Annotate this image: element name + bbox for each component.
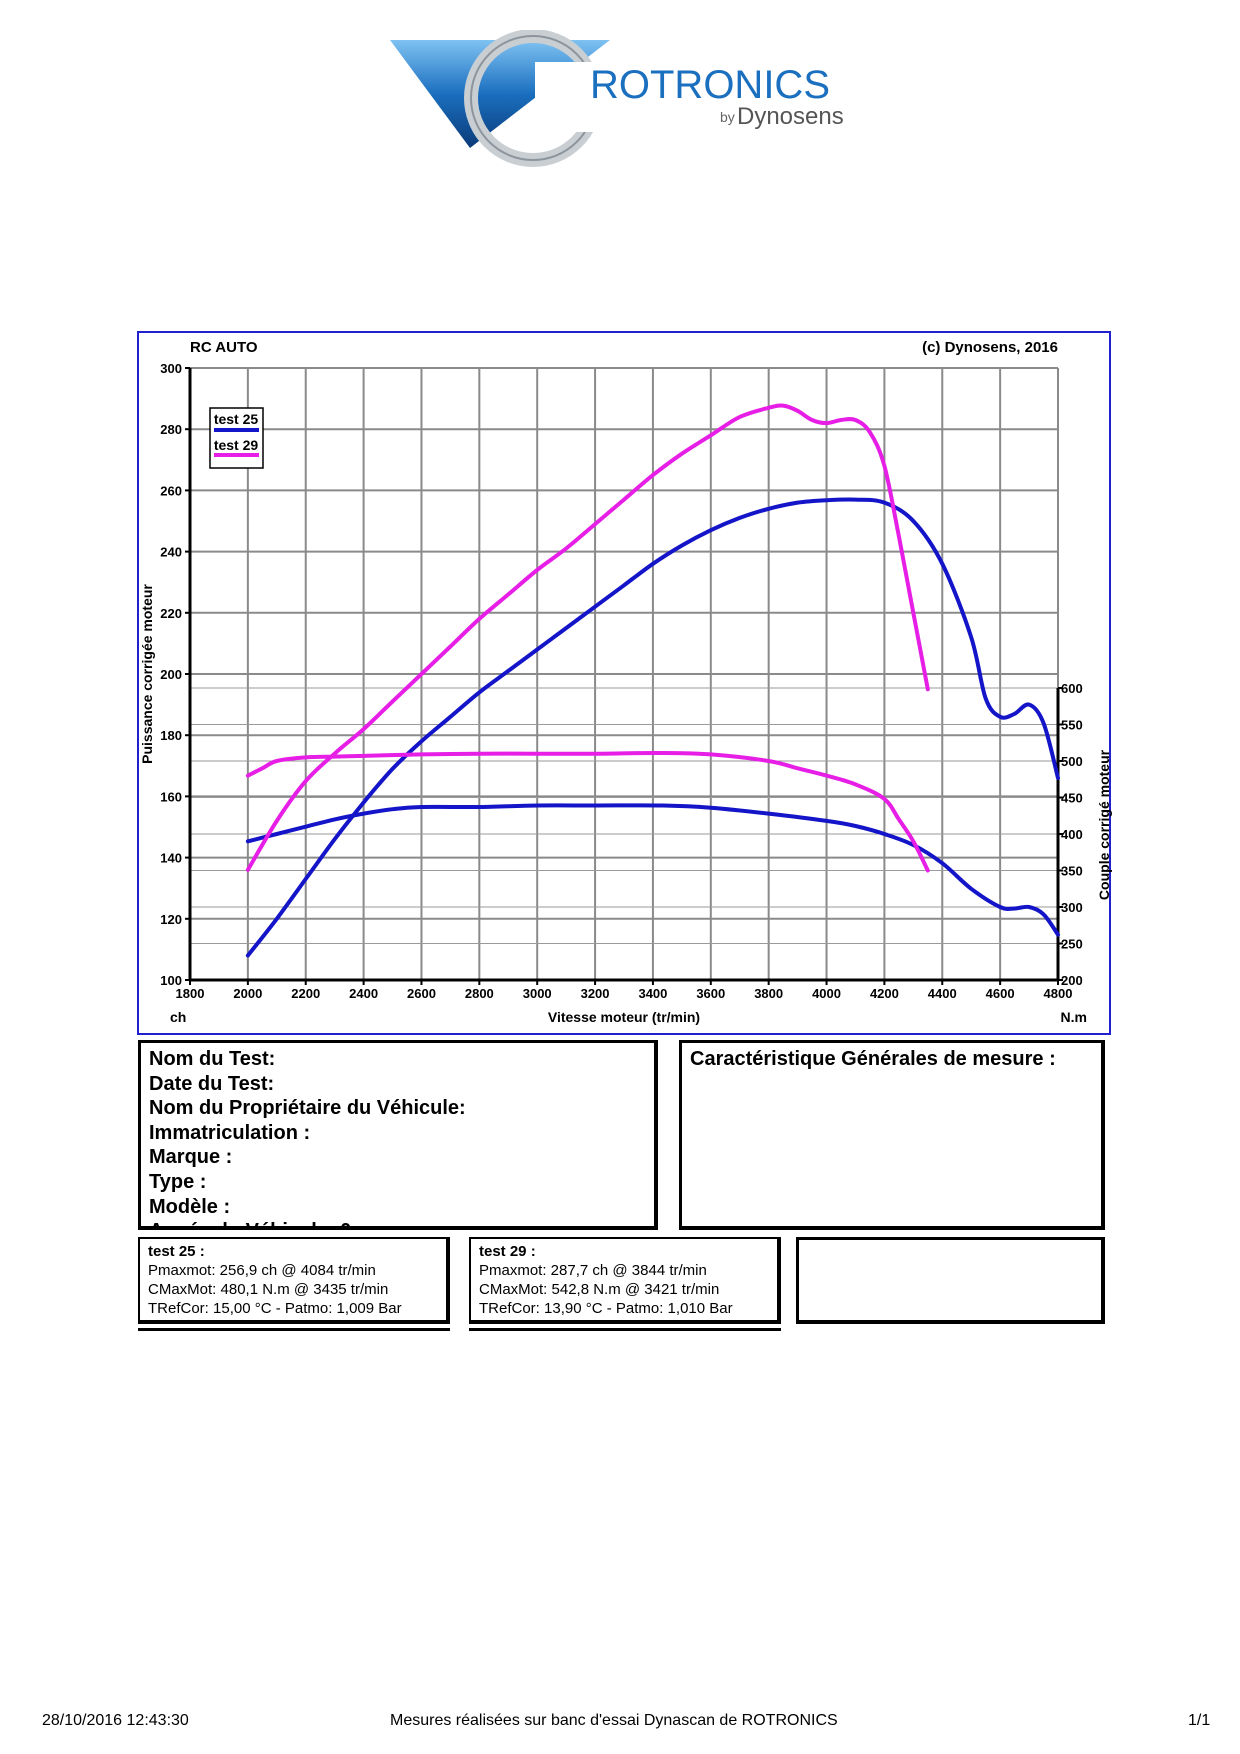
info-type: Type : — [149, 1170, 207, 1193]
y-left-tick-label-200: 200 — [160, 667, 182, 682]
summary-test29-underline — [469, 1328, 781, 1331]
x-tick-label-3600: 3600 — [696, 986, 725, 1001]
summary-test25-cmax: CMaxMot: 480,1 N.m @ 3435 tr/min — [148, 1281, 389, 1298]
measurement-characteristics-box: Caractéristique Générales de mesure : — [679, 1040, 1105, 1230]
x-tick-label-2800: 2800 — [465, 986, 494, 1001]
y-left-tick-label-140: 140 — [160, 851, 182, 866]
info-test-name: Nom du Test: — [149, 1048, 276, 1070]
series-line-test25-power — [245, 497, 1060, 958]
info-registration: Immatriculation : — [149, 1121, 311, 1144]
x-tick-label-3400: 3400 — [638, 986, 667, 1001]
x-tick-label-2600: 2600 — [407, 986, 436, 1001]
x-axis-label: Vitesse moteur (tr/min) — [548, 1009, 700, 1025]
summary-test25-pmax: Pmaxmot: 256,9 ch @ 4084 tr/min — [148, 1262, 376, 1279]
y-right-tick-label-600: 600 — [1061, 681, 1083, 696]
series-line-test29-torque — [245, 750, 930, 873]
y-left-tick-label-180: 180 — [160, 728, 182, 743]
info-brand: Marque : — [149, 1146, 233, 1169]
y-right-tick-label-450: 450 — [1061, 791, 1083, 806]
chart-header-left: RC AUTO — [190, 339, 258, 356]
chart-header-right: (c) Dynosens, 2016 — [922, 339, 1058, 356]
footer-page: 1/1 — [1188, 1712, 1211, 1729]
summary-test29-tref: TRefCor: 13,90 °C - Patmo: 1,010 Bar — [479, 1300, 733, 1317]
info-owner: Nom du Propriétaire du Véhicule: — [149, 1097, 466, 1120]
x-tick-label-4400: 4400 — [928, 986, 957, 1001]
summary-test29-pmax: Pmaxmot: 287,7 ch @ 3844 tr/min — [479, 1262, 707, 1279]
chart-frame — [137, 331, 1111, 1035]
y-right-tick-label-350: 350 — [1061, 864, 1083, 879]
y-left-tick-label-260: 260 — [160, 483, 182, 498]
x-unit-right: N.m — [1061, 1009, 1087, 1025]
x-tick-label-4800: 4800 — [1044, 986, 1073, 1001]
summary-test29-title: test 29 : — [479, 1243, 536, 1260]
x-tick-label-4600: 4600 — [986, 986, 1015, 1001]
rotronics-logo: ROTRONICS by Dynosens — [390, 30, 844, 167]
x-tick-label-3800: 3800 — [754, 986, 783, 1001]
legend-label-test29: test 29 — [214, 437, 259, 453]
y-left-tick-label-100: 100 — [160, 973, 182, 988]
x-unit-left: ch — [170, 1009, 186, 1025]
x-tick-label-4200: 4200 — [870, 986, 899, 1001]
y-left-tick-label-220: 220 — [160, 606, 182, 621]
y-left-tick-label-300: 300 — [160, 361, 182, 376]
legend-label-test25: test 25 — [214, 411, 259, 427]
footer-datetime: 28/10/2016 12:43:30 — [42, 1712, 189, 1729]
chart-series — [245, 403, 1060, 958]
test-info-box: Nom du Test: Date du Test: Nom du Propri… — [138, 1040, 658, 1230]
dyno-chart: RC AUTO (c) Dynosens, 2016 1800 2000 2200 2… — [137, 331, 1112, 1035]
summary-test25-title: test 25 : — [148, 1243, 205, 1260]
y-left-tick-label-280: 280 — [160, 422, 182, 437]
summary-test25-tref: TRefCor: 15,00 °C - Patmo: 1,009 Bar — [148, 1300, 402, 1317]
measurement-characteristics-title: Caractéristique Générales de mesure : — [690, 1048, 1056, 1070]
summary-test29-cmax: CMaxMot: 542,8 N.m @ 3421 tr/min — [479, 1281, 720, 1298]
summary-empty-box — [796, 1237, 1105, 1324]
series-line-test29-power — [245, 403, 930, 872]
x-tick-label-2000: 2000 — [233, 986, 262, 1001]
info-year: Année du Véhicule: 0 — [149, 1219, 646, 1226]
y-right-tick-label-200: 200 — [1061, 973, 1083, 988]
summary-test29: test 29 : Pmaxmot: 287,7 ch @ 3844 tr/mi… — [469, 1237, 781, 1324]
footer-center: Mesures réalisées sur banc d'essai Dynas… — [390, 1712, 838, 1729]
y-right-tick-label-400: 400 — [1061, 827, 1083, 842]
chart-legend: test 25 test 29 — [209, 407, 264, 469]
x-tick-label-4000: 4000 — [812, 986, 841, 1001]
logo-brand-text: ROTRONICS — [590, 63, 830, 107]
y-right-tick-label-500: 500 — [1061, 754, 1083, 769]
y-right-tick-label-550: 550 — [1061, 718, 1083, 733]
x-tick-label-2400: 2400 — [349, 986, 378, 1001]
info-model: Modèle : — [149, 1195, 231, 1218]
y-left-tick-label-120: 120 — [160, 912, 182, 927]
x-tick-label-3000: 3000 — [523, 986, 552, 1001]
y-axis-right-label: Couple corrigé moteur — [1096, 749, 1112, 900]
x-tick-label-1800: 1800 — [176, 986, 205, 1001]
y-left-tick-label-160: 160 — [160, 789, 182, 804]
logo-company-text: Dynosens — [737, 103, 844, 130]
y-left-tick-label-240: 240 — [160, 545, 182, 560]
logo-by-text: by — [720, 109, 735, 125]
info-test-date: Date du Test: — [149, 1072, 275, 1095]
chart-grid — [189, 367, 1059, 981]
x-tick-label-3200: 3200 — [581, 986, 610, 1001]
summary-test25: test 25 : Pmaxmot: 256,9 ch @ 4084 tr/mi… — [138, 1237, 450, 1324]
y-axis-left-label: Puissance corrigée moteur — [139, 584, 155, 764]
y-right-tick-label-250: 250 — [1061, 937, 1083, 952]
summary-test25-underline — [138, 1328, 450, 1331]
x-tick-label-2200: 2200 — [291, 986, 320, 1001]
chart-axes: 1800 2000 2200 2400 2600 2800 3000 3200 3400 3600… — [160, 361, 1082, 1001]
series-line-test25-torque — [245, 803, 1060, 937]
y-right-tick-label-300: 300 — [1061, 900, 1083, 915]
